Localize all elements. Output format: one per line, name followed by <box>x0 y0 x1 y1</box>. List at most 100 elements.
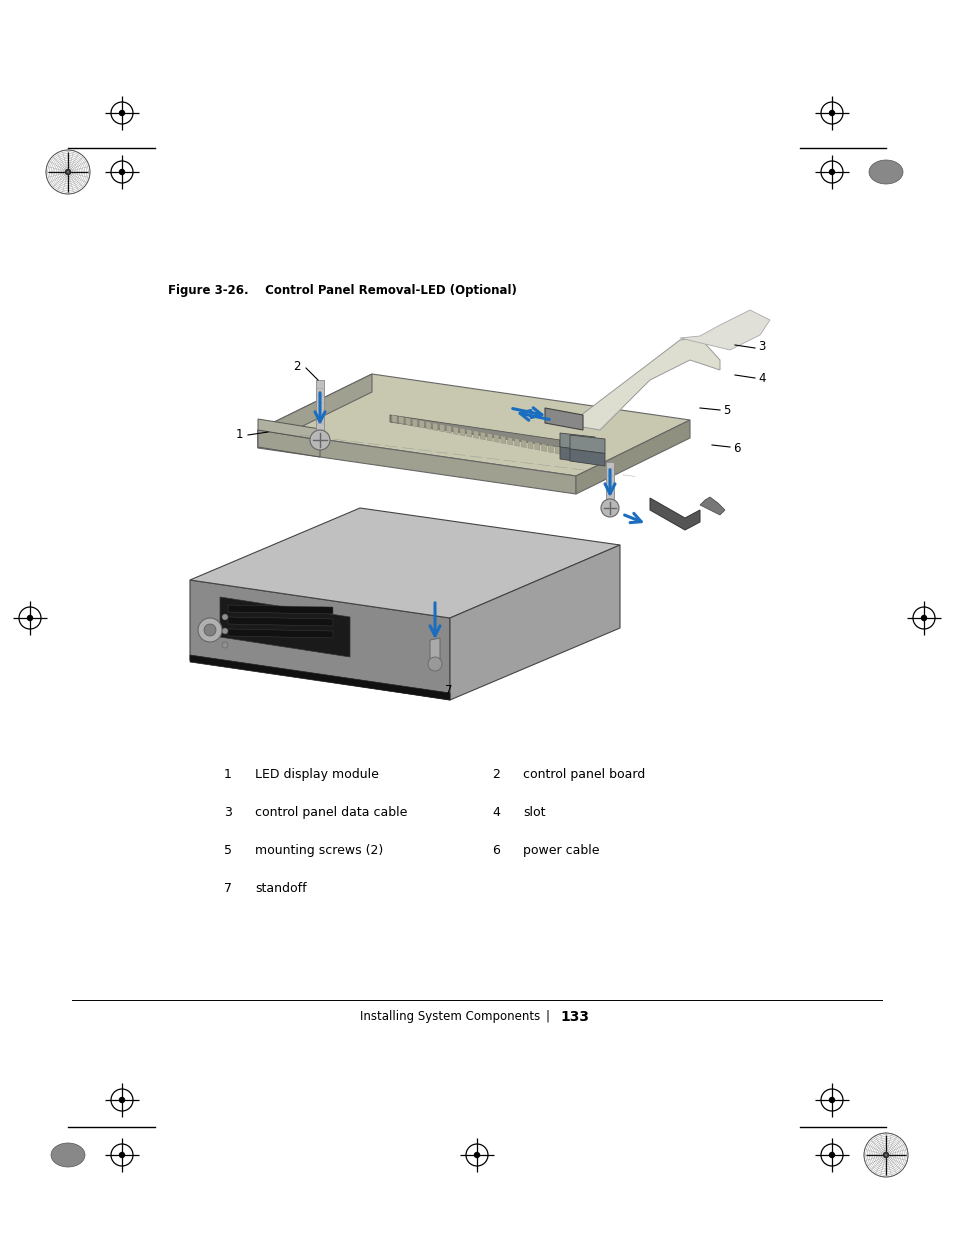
Text: 4: 4 <box>492 806 499 819</box>
Circle shape <box>600 499 618 517</box>
Text: Installing System Components: Installing System Components <box>359 1010 539 1023</box>
Circle shape <box>882 1152 887 1157</box>
Polygon shape <box>527 441 533 448</box>
Polygon shape <box>605 462 614 504</box>
Polygon shape <box>466 430 472 437</box>
Circle shape <box>119 1152 125 1157</box>
Polygon shape <box>446 425 451 433</box>
Circle shape <box>828 169 834 174</box>
Text: 2: 2 <box>492 768 499 781</box>
Text: 2: 2 <box>294 359 301 373</box>
Polygon shape <box>559 433 595 452</box>
Text: 133: 133 <box>559 1010 588 1024</box>
Polygon shape <box>569 450 604 466</box>
Polygon shape <box>433 422 437 431</box>
Polygon shape <box>453 427 457 435</box>
Polygon shape <box>190 655 450 700</box>
Circle shape <box>66 169 71 174</box>
Polygon shape <box>559 447 595 464</box>
Circle shape <box>119 169 125 174</box>
Polygon shape <box>228 629 333 638</box>
Polygon shape <box>390 415 559 447</box>
Text: |: | <box>545 1010 550 1023</box>
Polygon shape <box>257 430 576 494</box>
Text: 5: 5 <box>224 844 232 857</box>
Circle shape <box>828 110 834 116</box>
Polygon shape <box>679 310 769 350</box>
Polygon shape <box>507 437 512 445</box>
Circle shape <box>119 1098 125 1103</box>
Text: control panel data cable: control panel data cable <box>254 806 407 819</box>
Text: power cable: power cable <box>522 844 598 857</box>
Polygon shape <box>473 431 478 438</box>
Text: 1: 1 <box>235 429 243 441</box>
Polygon shape <box>459 429 464 436</box>
Circle shape <box>921 615 925 620</box>
Text: 6: 6 <box>492 844 499 857</box>
Text: 6: 6 <box>732 441 740 454</box>
Text: standoff: standoff <box>254 882 306 895</box>
Polygon shape <box>257 430 319 457</box>
Polygon shape <box>544 408 582 430</box>
Ellipse shape <box>51 1144 85 1167</box>
Polygon shape <box>398 416 403 424</box>
Polygon shape <box>544 338 720 430</box>
Polygon shape <box>700 496 724 515</box>
Text: LED display module: LED display module <box>254 768 378 781</box>
Polygon shape <box>257 374 689 475</box>
Polygon shape <box>649 498 700 530</box>
Polygon shape <box>392 415 396 422</box>
Circle shape <box>828 1098 834 1103</box>
Polygon shape <box>412 419 417 427</box>
Text: 3: 3 <box>224 806 232 819</box>
Polygon shape <box>439 424 444 432</box>
Polygon shape <box>257 419 319 440</box>
Text: 3: 3 <box>758 340 764 352</box>
Polygon shape <box>569 435 604 453</box>
Text: mounting screws (2): mounting screws (2) <box>254 844 383 857</box>
Text: control panel board: control panel board <box>522 768 644 781</box>
Text: 5: 5 <box>722 404 730 416</box>
Circle shape <box>310 430 330 450</box>
Polygon shape <box>430 638 439 662</box>
Text: 7: 7 <box>444 683 452 697</box>
Polygon shape <box>220 597 350 657</box>
Circle shape <box>222 614 228 620</box>
Text: 1: 1 <box>224 768 232 781</box>
Circle shape <box>198 618 222 642</box>
Text: 7: 7 <box>224 882 232 895</box>
Polygon shape <box>480 432 485 440</box>
Polygon shape <box>405 417 410 426</box>
Circle shape <box>204 624 215 636</box>
Text: slot: slot <box>522 806 545 819</box>
Polygon shape <box>500 436 505 443</box>
Polygon shape <box>190 580 450 700</box>
Polygon shape <box>228 605 333 614</box>
Polygon shape <box>418 420 424 429</box>
Circle shape <box>222 642 228 648</box>
Polygon shape <box>555 446 559 454</box>
Circle shape <box>28 615 32 620</box>
Text: Figure 3-26.    Control Panel Removal-LED (Optional): Figure 3-26. Control Panel Removal-LED (… <box>168 284 517 296</box>
Circle shape <box>428 657 441 671</box>
Circle shape <box>222 629 228 634</box>
Circle shape <box>474 1152 479 1157</box>
Polygon shape <box>494 435 498 442</box>
Ellipse shape <box>868 161 902 184</box>
Polygon shape <box>487 433 492 441</box>
Polygon shape <box>426 421 431 430</box>
Polygon shape <box>514 438 518 446</box>
Circle shape <box>828 1152 834 1157</box>
Polygon shape <box>548 445 553 453</box>
Polygon shape <box>315 380 324 435</box>
Polygon shape <box>450 545 619 700</box>
Polygon shape <box>535 442 539 451</box>
Polygon shape <box>228 618 333 626</box>
Polygon shape <box>520 440 526 447</box>
Text: 4: 4 <box>758 372 764 384</box>
Polygon shape <box>541 443 546 452</box>
Polygon shape <box>257 374 372 448</box>
Polygon shape <box>576 420 689 494</box>
Circle shape <box>119 110 125 116</box>
Polygon shape <box>190 508 619 618</box>
